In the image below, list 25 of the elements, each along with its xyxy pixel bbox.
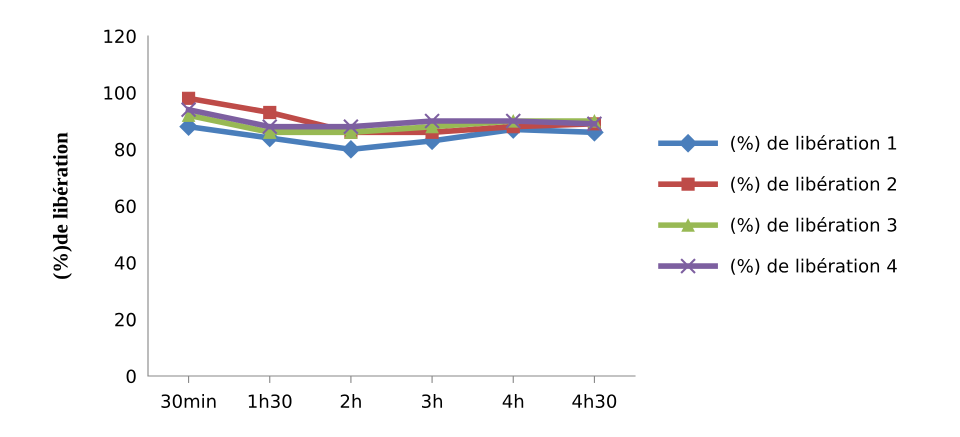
y-tick-label: 120 <box>104 29 136 44</box>
point <box>262 118 278 135</box>
y-tick-label: 60 <box>115 199 136 214</box>
x-tick-label: 2h <box>340 394 361 408</box>
y-tick-label: 40 <box>114 256 136 270</box>
point <box>424 113 440 129</box>
point <box>342 140 360 159</box>
y-axis-title: (%)de libération <box>52 132 72 279</box>
point <box>263 106 276 120</box>
legend-label: (%) de libération 4 <box>731 258 897 275</box>
legend-label: (%) de libération 1 <box>731 135 896 152</box>
legend-label: (%) de libération 2 <box>731 176 896 193</box>
point <box>342 118 359 135</box>
x-tick-label: 4h30 <box>572 394 616 408</box>
y-tick-label: 20 <box>115 312 136 326</box>
x-tick-label: 4h <box>502 394 524 408</box>
y-tick-label: 0 <box>126 369 136 384</box>
point <box>180 102 197 118</box>
legend-label: (%) de libération 3 <box>731 217 896 234</box>
y-tick-label: 80 <box>115 142 136 156</box>
x-tick-label: 30min <box>161 394 216 408</box>
x-tick-label: 3h <box>422 394 442 408</box>
y-tick-label: 100 <box>104 86 136 100</box>
x-tick-label: 1h30 <box>248 394 292 408</box>
point <box>182 92 196 105</box>
